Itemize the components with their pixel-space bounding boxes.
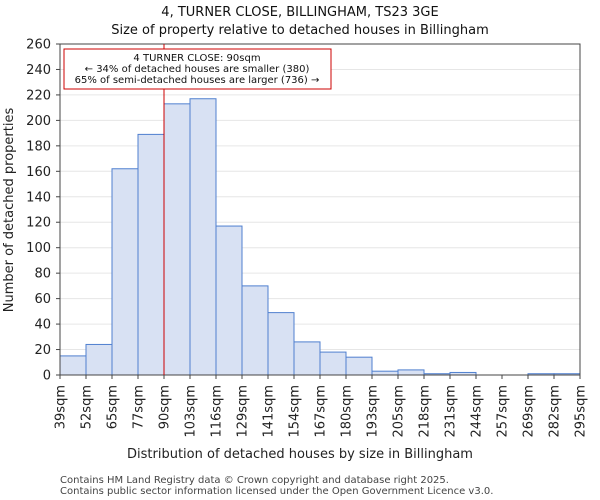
bar-193sqm xyxy=(371,370,399,376)
y-tick-label: 200 xyxy=(26,114,51,129)
y-tick-label: 260 xyxy=(26,38,51,53)
x-axis: 39sqm 52sqm 65sqm 77sqm 90sqm 103sqm 116sqm 129… xyxy=(54,375,589,438)
y-tick-label: 160 xyxy=(26,165,51,180)
y-tick-label: 180 xyxy=(26,139,51,154)
x-tick-label: 65sqm xyxy=(106,385,121,429)
x-tick-label: 52sqm xyxy=(80,385,95,429)
x-axis-label: Distribution of detached houses by size … xyxy=(127,447,473,462)
annotation-line-2: ← 34% of detached houses are smaller (38… xyxy=(85,64,310,75)
x-tick-label: 205sqm xyxy=(392,385,407,438)
footer-line-2: Contains public sector information licen… xyxy=(60,486,493,497)
bar-52sqm xyxy=(85,343,113,376)
y-tick-label: 0 xyxy=(43,369,51,384)
x-tick-label: 141sqm xyxy=(262,385,277,438)
x-tick-label: 282sqm xyxy=(548,385,563,438)
annotation-box: 4 TURNER CLOSE: 90sqm ← 34% of detached … xyxy=(63,48,332,90)
y-axis: 0 20 40 60 80 100 120 140 160 180 200 220 240 260 xyxy=(26,38,60,384)
x-tick-label: 244sqm xyxy=(470,385,485,438)
bar-65sqm xyxy=(111,168,139,376)
y-tick-label: 100 xyxy=(26,241,51,256)
x-tick-label: 231sqm xyxy=(444,385,459,438)
y-tick-label: 40 xyxy=(34,318,51,333)
y-tick-label: 60 xyxy=(34,292,51,307)
bar-103sqm xyxy=(189,98,217,376)
x-tick-label: 103sqm xyxy=(184,385,199,438)
y-axis-label: Number of detached properties xyxy=(2,108,17,313)
bar-154sqm xyxy=(293,341,321,376)
annotation-frame xyxy=(63,48,332,90)
x-tick-label: 90sqm xyxy=(158,385,173,429)
bar-90sqm xyxy=(163,103,191,376)
x-tick-label: 218sqm xyxy=(418,385,433,438)
bars xyxy=(59,98,581,376)
x-tick-label: 39sqm xyxy=(54,385,69,429)
x-tick-label: 180sqm xyxy=(340,385,355,438)
x-tick-label: 77sqm xyxy=(132,385,147,429)
bar-129sqm xyxy=(241,285,269,376)
y-tick-label: 220 xyxy=(26,88,51,103)
x-tick-label: 193sqm xyxy=(366,385,381,438)
footer-line-1: Contains HM Land Registry data © Crown c… xyxy=(60,475,449,486)
y-tick-label: 20 xyxy=(34,343,51,358)
bar-180sqm xyxy=(345,356,373,376)
x-tick-label: 129sqm xyxy=(236,385,251,438)
chart-title: 4, TURNER CLOSE, BILLINGHAM, TS23 3GE xyxy=(161,5,438,20)
bar-77sqm xyxy=(137,133,165,376)
annotation-line-3: 65% of semi-detached houses are larger (… xyxy=(75,75,320,86)
y-tick-label: 140 xyxy=(26,190,51,205)
bar-167sqm xyxy=(319,351,347,376)
bar-39sqm xyxy=(59,355,87,376)
x-tick-label: 269sqm xyxy=(522,385,537,438)
annotation-line-1: 4 TURNER CLOSE: 90sqm xyxy=(133,53,260,64)
chart-subtitle: Size of property relative to detached ho… xyxy=(111,23,489,38)
x-tick-label: 154sqm xyxy=(288,385,303,438)
y-tick-label: 80 xyxy=(34,267,51,282)
y-tick-label: 120 xyxy=(26,216,51,231)
x-tick-label: 167sqm xyxy=(314,385,329,438)
x-tick-label: 116sqm xyxy=(210,385,225,438)
x-tick-label: 295sqm xyxy=(574,385,589,438)
y-tick-label: 240 xyxy=(26,63,51,78)
bar-141sqm xyxy=(267,312,295,376)
bar-205sqm xyxy=(397,369,425,376)
x-tick-label: 257sqm xyxy=(496,385,511,438)
bar-116sqm xyxy=(215,225,243,376)
